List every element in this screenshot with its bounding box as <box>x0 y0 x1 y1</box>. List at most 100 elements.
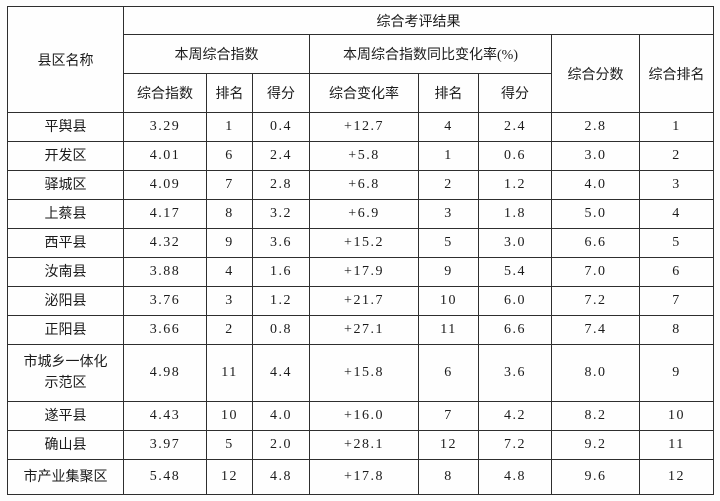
cell-index-points: 1.6 <box>252 257 310 287</box>
cell-change-rank: 3 <box>418 199 479 229</box>
cell-change-rate: +5.8 <box>309 141 419 171</box>
county-name: 市产业集聚区 <box>7 459 124 495</box>
cell-composite-rank: 6 <box>639 257 714 287</box>
county-name: 确山县 <box>7 430 124 460</box>
cell-change-rank: 1 <box>418 141 479 171</box>
header-row-2: 本周综合指数 本周综合指数同比变化率(%) 综合分数 综合排名 <box>8 34 714 113</box>
cell-change-rate: +28.1 <box>309 430 419 460</box>
cell-index: 4.01 <box>123 141 207 171</box>
cell-change-points: 4.2 <box>478 401 552 431</box>
county-name: 平舆县 <box>7 112 124 142</box>
cell-index-rank: 7 <box>206 170 253 200</box>
table-row: 泌阳县 3.76 3 1.2 +21.7 10 6.0 7.2 7 <box>7 286 714 316</box>
cell-index-points: 2.0 <box>252 430 310 460</box>
cell-change-rank: 8 <box>418 459 479 495</box>
table-row: 市产业集聚区 5.48 12 4.8 +17.8 8 4.8 9.6 12 <box>7 459 714 495</box>
cell-composite-rank: 1 <box>639 112 714 142</box>
header-composite-score: 综合分数 <box>551 34 640 113</box>
cell-composite-score: 2.8 <box>551 112 640 142</box>
cell-index-rank: 1 <box>206 112 253 142</box>
county-name: 遂平县 <box>7 401 124 431</box>
cell-index-points: 4.0 <box>252 401 310 431</box>
cell-index-points: 2.8 <box>252 170 310 200</box>
cell-change-rate: +15.8 <box>309 344 419 402</box>
cell-composite-rank: 9 <box>639 344 714 402</box>
cell-index: 4.09 <box>123 170 207 200</box>
cell-index: 3.88 <box>123 257 207 287</box>
table-row: 上蔡县 4.17 8 3.2 +6.9 3 1.8 5.0 4 <box>7 199 714 229</box>
cell-change-rate: +15.2 <box>309 228 419 258</box>
cell-index-rank: 10 <box>206 401 253 431</box>
cell-composite-rank: 7 <box>639 286 714 316</box>
header-change-rank: 排名 <box>418 73 479 113</box>
cell-index-rank: 2 <box>206 315 253 345</box>
cell-change-rate: +6.8 <box>309 170 419 200</box>
cell-index: 4.17 <box>123 199 207 229</box>
cell-change-rank: 7 <box>418 401 479 431</box>
header-index-rank: 排名 <box>206 73 253 113</box>
cell-composite-score: 5.0 <box>551 199 640 229</box>
cell-index: 4.98 <box>123 344 207 402</box>
cell-composite-rank: 3 <box>639 170 714 200</box>
cell-index: 3.76 <box>123 286 207 316</box>
cell-change-points: 3.6 <box>478 344 552 402</box>
cell-composite-score: 4.0 <box>551 170 640 200</box>
cell-index: 5.48 <box>123 459 207 495</box>
cell-change-points: 4.8 <box>478 459 552 495</box>
table-row: 开发区 4.01 6 2.4 +5.8 1 0.6 3.0 2 <box>7 141 714 171</box>
cell-change-rate: +17.9 <box>309 257 419 287</box>
county-name: 上蔡县 <box>7 199 124 229</box>
header-change-rate: 综合变化率 <box>309 73 419 113</box>
cell-composite-score: 8.0 <box>551 344 640 402</box>
cell-index-points: 4.8 <box>252 459 310 495</box>
header-change-points: 得分 <box>478 73 552 113</box>
header-composite-rank: 综合排名 <box>639 34 714 113</box>
header-evaluation-results: 综合考评结果 <box>123 6 714 35</box>
table-row: 正阳县 3.66 2 0.8 +27.1 11 6.6 7.4 8 <box>7 315 714 345</box>
table-row: 确山县 3.97 5 2.0 +28.1 12 7.2 9.2 11 <box>7 430 714 460</box>
cell-change-rate: +12.7 <box>309 112 419 142</box>
cell-composite-rank: 4 <box>639 199 714 229</box>
cell-index: 3.66 <box>123 315 207 345</box>
cell-change-points: 6.0 <box>478 286 552 316</box>
cell-index: 3.97 <box>123 430 207 460</box>
cell-change-rank: 12 <box>418 430 479 460</box>
cell-change-rank: 5 <box>418 228 479 258</box>
table-row: 驿城区 4.09 7 2.8 +6.8 2 1.2 4.0 3 <box>7 170 714 200</box>
county-name: 开发区 <box>7 141 124 171</box>
header-weekly-index: 本周综合指数 <box>123 34 310 74</box>
cell-change-rate: +16.0 <box>309 401 419 431</box>
county-name: 正阳县 <box>7 315 124 345</box>
header-row-1: 县区名称 综合考评结果 <box>7 6 714 113</box>
county-name: 西平县 <box>7 228 124 258</box>
cell-change-rank: 4 <box>418 112 479 142</box>
cell-change-rate: +6.9 <box>309 199 419 229</box>
cell-composite-score: 9.6 <box>551 459 640 495</box>
cell-composite-score: 8.2 <box>551 401 640 431</box>
cell-composite-rank: 2 <box>639 141 714 171</box>
table-row: 遂平县 4.43 10 4.0 +16.0 7 4.2 8.2 10 <box>7 401 714 431</box>
table-row: 平舆县 3.29 1 0.4 +12.7 4 2.4 2.8 1 <box>7 112 714 142</box>
cell-change-points: 0.6 <box>478 141 552 171</box>
cell-change-rank: 6 <box>418 344 479 402</box>
header-index: 综合指数 <box>123 73 207 113</box>
cell-change-points: 1.8 <box>478 199 552 229</box>
cell-index-points: 3.6 <box>252 228 310 258</box>
cell-index-points: 2.4 <box>252 141 310 171</box>
cell-index-points: 0.8 <box>252 315 310 345</box>
county-name: 驿城区 <box>7 170 124 200</box>
cell-index-rank: 3 <box>206 286 253 316</box>
cell-composite-rank: 10 <box>639 401 714 431</box>
cell-composite-score: 7.0 <box>551 257 640 287</box>
cell-change-points: 2.4 <box>478 112 552 142</box>
cell-change-points: 5.4 <box>478 257 552 287</box>
cell-composite-score: 3.0 <box>551 141 640 171</box>
cell-change-points: 3.0 <box>478 228 552 258</box>
cell-composite-score: 7.2 <box>551 286 640 316</box>
cell-change-rate: +27.1 <box>309 315 419 345</box>
table-row: 西平县 4.32 9 3.6 +15.2 5 3.0 6.6 5 <box>7 228 714 258</box>
county-name: 汝南县 <box>7 257 124 287</box>
cell-index: 4.43 <box>123 401 207 431</box>
cell-index-rank: 4 <box>206 257 253 287</box>
